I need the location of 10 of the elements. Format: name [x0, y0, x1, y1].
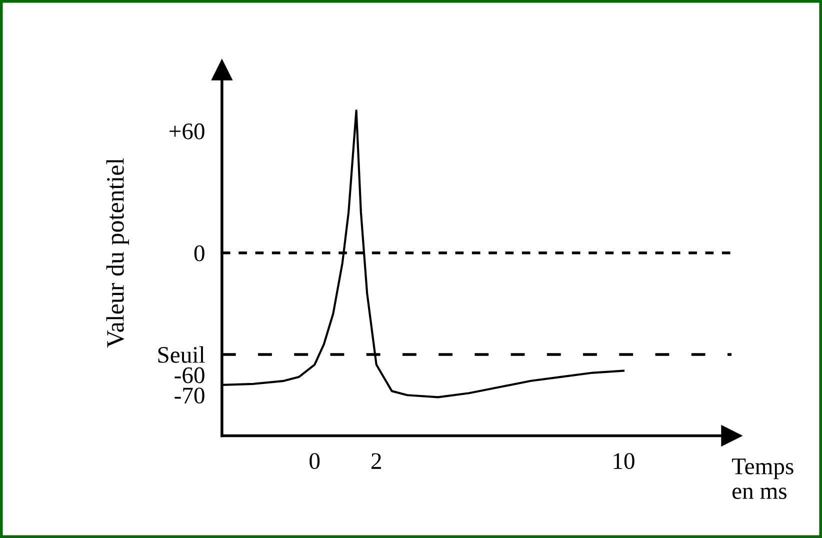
x-tick-label: 10 — [614, 453, 634, 470]
y-tick-label: Seuil — [158, 346, 205, 363]
x-tick-label: 2 — [372, 453, 381, 469]
y-tick-label: +60 — [170, 123, 204, 140]
y-axis-title: Valeur du potentiel — [106, 158, 129, 348]
y-tick-label: -70 — [174, 388, 204, 404]
x-axis-title: Temps en ms — [732, 458, 794, 500]
y-tick-label: -60 — [174, 367, 204, 384]
y-tick-label: 0 — [194, 245, 204, 262]
x-tick-label: 0 — [310, 453, 320, 470]
